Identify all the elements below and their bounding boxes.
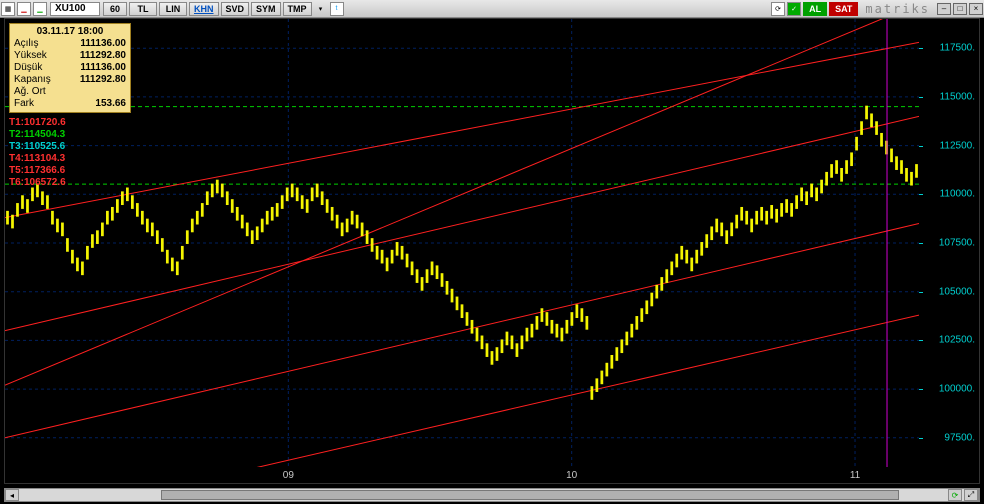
y-tick: 110000. (940, 189, 975, 200)
scroll-track[interactable] (19, 489, 965, 501)
t-level: T1:101720.6 (9, 117, 66, 129)
ohlc-label: Yüksek (14, 50, 47, 62)
ohlc-row: Düşük 111136.00 (14, 62, 126, 74)
t-level: T5:117366.6 (9, 165, 66, 177)
scroll-thumb[interactable] (161, 490, 899, 500)
ohlc-row: Fark 153.66 (14, 98, 126, 110)
ohlc-value: 111136.00 (80, 62, 126, 74)
t-level: T6:106572.6 (9, 177, 66, 189)
chart-svg (5, 19, 919, 467)
ohlc-value: 111136.00 (80, 38, 126, 50)
y-tick: 115000. (940, 91, 975, 102)
tb-btn-sym[interactable]: SYM (251, 2, 281, 16)
x-tick: 09 (283, 470, 294, 481)
y-tick: 112500. (940, 140, 975, 151)
ohlc-label: Açılış (14, 38, 38, 50)
interval-button[interactable]: 60 (103, 2, 127, 16)
h-scrollbar[interactable]: ◂ ▸ (4, 488, 980, 502)
ohlc-value: 153.66 (95, 98, 126, 110)
corner-buttons: ⟳ ⤢ (948, 489, 978, 501)
sell-button[interactable]: SAT (829, 2, 858, 16)
check-icon[interactable]: ✓ (787, 2, 801, 16)
twitter-icon[interactable]: t (330, 2, 344, 16)
ohlc-row: Açılış 111136.00 (14, 38, 126, 50)
ohlc-row: Ağ. Ort (14, 86, 126, 98)
refresh-icon[interactable]: ⟳ (771, 2, 785, 16)
x-tick: 10 (566, 470, 577, 481)
x-axis: 09 10 11 (5, 467, 919, 483)
tb-btn-svd[interactable]: SVD (221, 2, 250, 16)
ohlc-datetime: 03.11.17 18:00 (14, 26, 126, 37)
ohlc-row: Kapanış 111292.80 (14, 74, 126, 86)
tb-btn-tl[interactable]: TL (129, 2, 157, 16)
ohlc-label: Ağ. Ort (14, 86, 46, 98)
y-tick: 117500. (940, 43, 975, 54)
reset-icon[interactable]: ⟳ (948, 489, 962, 501)
ohlc-value: 111292.80 (80, 74, 126, 86)
symbol-input[interactable]: XU100 (50, 2, 100, 16)
ohlc-panel: 03.11.17 18:00 Açılış 111136.00 Yüksek 1112… (9, 23, 131, 113)
tb-btn-tmp[interactable]: TMP (283, 2, 312, 16)
ohlc-row: Yüksek 111292.80 (14, 50, 126, 62)
x-tick: 11 (850, 470, 860, 481)
y-tick: 107500. (939, 238, 975, 249)
chart-red-icon[interactable]: ▁ (17, 2, 31, 16)
minimize-button[interactable]: – (937, 3, 951, 15)
y-tick: 97500. (944, 432, 975, 443)
brand-label: matriks (859, 2, 936, 16)
ohlc-label: Düşük (14, 62, 42, 74)
t-level-labels: T1:101720.6T2:114504.3T3:110525.6T4:1131… (9, 117, 66, 189)
buy-button[interactable]: AL (803, 2, 827, 16)
app-icon: ▦ (1, 2, 15, 16)
t-level: T3:110525.6 (9, 141, 66, 153)
symbol-text: XU100 (55, 3, 86, 14)
plot-region[interactable]: 03.11.17 18:00 Açılış 111136.00 Yüksek 1112… (5, 19, 919, 467)
y-tick: 105000. (939, 286, 975, 297)
ohlc-value: 111292.80 (80, 50, 126, 62)
tb-btn-lin[interactable]: LIN (159, 2, 187, 16)
tb-btn-khn[interactable]: KHN (189, 2, 219, 16)
dropdown-icon[interactable]: ▾ (314, 2, 328, 16)
toolbar: ▦ ▁ ▁ XU100 60 TLLINKHNSVDSYMTMP ▾ t ⟳ ✓… (0, 0, 984, 18)
y-axis: 97500. 100000. 102500. 105000. 107500. 110000… (919, 19, 979, 467)
chart-green-icon[interactable]: ▁ (33, 2, 47, 16)
expand-icon[interactable]: ⤢ (964, 489, 978, 501)
window-buttons: – □ × (936, 3, 984, 15)
chart-area: 03.11.17 18:00 Açılış 111136.00 Yüksek 1112… (4, 18, 980, 484)
close-button[interactable]: × (969, 3, 983, 15)
ohlc-label: Fark (14, 98, 34, 110)
t-level: T2:114504.3 (9, 129, 66, 141)
y-tick: 102500. (939, 335, 975, 346)
ohlc-label: Kapanış (14, 74, 51, 86)
scroll-left-button[interactable]: ◂ (5, 489, 19, 501)
maximize-button[interactable]: □ (953, 3, 967, 15)
toolbar-buttons: TLLINKHNSVDSYMTMP (128, 2, 313, 16)
t-level: T4:113104.3 (9, 153, 66, 165)
y-tick: 100000. (939, 384, 975, 395)
